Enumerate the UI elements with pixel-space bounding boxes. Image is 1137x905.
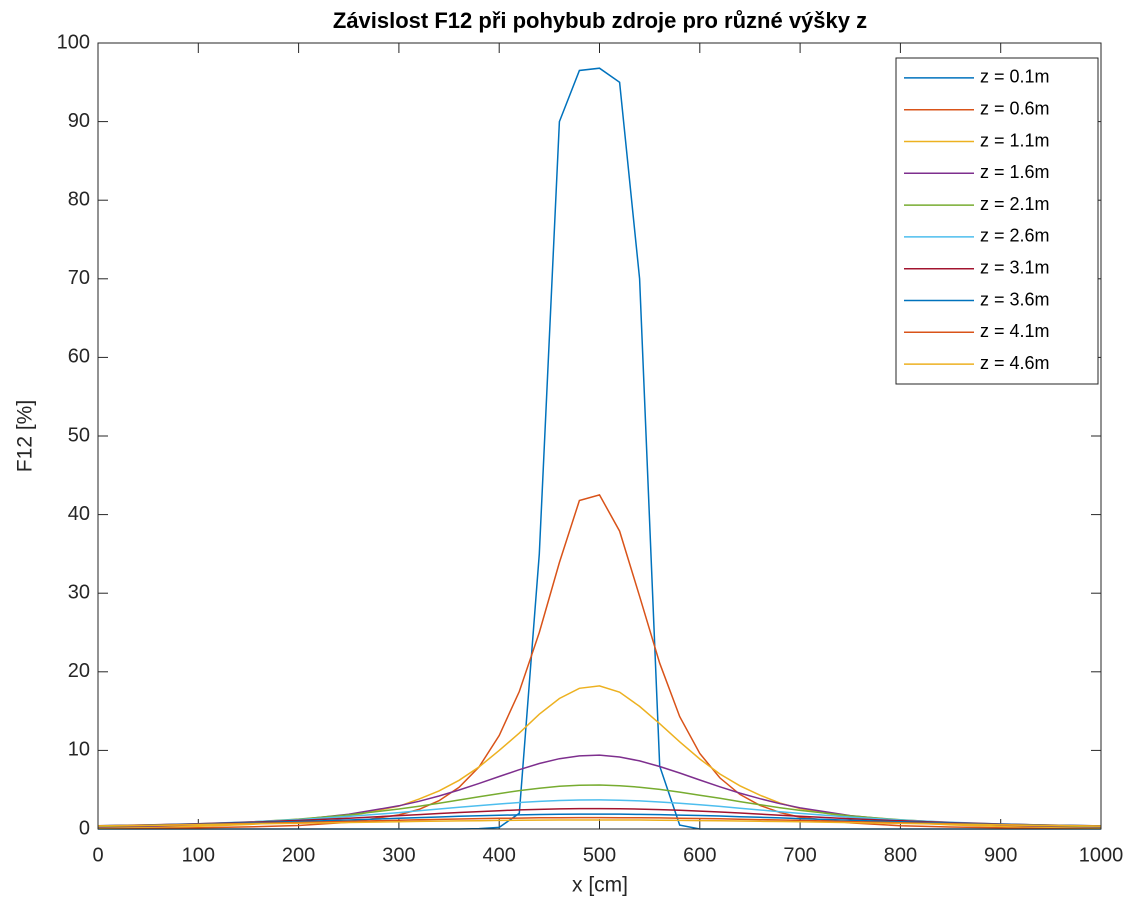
x-tick-label: 700: [783, 844, 816, 866]
x-tick-label: 900: [984, 844, 1017, 866]
x-tick-label: 500: [583, 844, 616, 866]
series-line: [97, 819, 1102, 827]
legend-label: z = 4.6m: [980, 353, 1050, 373]
x-tick-label: 600: [683, 844, 716, 866]
y-tick-label: 0: [79, 817, 90, 839]
series-line: [97, 807, 1102, 827]
series-line: [97, 816, 1102, 827]
series-line: [97, 813, 1102, 827]
y-tick-label: 80: [68, 188, 90, 210]
x-tick-label: 100: [182, 844, 215, 866]
plot-frame: [97, 42, 1102, 830]
y-tick-label: 50: [68, 424, 90, 446]
legend-label: z = 2.1m: [980, 194, 1050, 214]
y-tick-label: 10: [68, 739, 90, 761]
x-tick-label: 200: [282, 844, 315, 866]
y-tick-label: 20: [68, 660, 90, 682]
y-tick-label: 100: [57, 31, 90, 53]
y-tick-label: 30: [68, 581, 90, 603]
series-line: [97, 784, 1102, 828]
y-tick-label: 60: [68, 346, 90, 368]
legend-label: z = 0.1m: [980, 67, 1050, 87]
x-axis-label: x [cm]: [572, 874, 628, 897]
y-tick-label: 40: [68, 503, 90, 525]
y-tick-label: 90: [68, 110, 90, 132]
x-tick-label: 0: [92, 844, 103, 866]
legend-label: z = 1.6m: [980, 162, 1050, 182]
legend-box: [895, 57, 1099, 385]
series-line: [97, 799, 1102, 827]
series-line: [97, 685, 1102, 829]
y-axis-label: F12 [%]: [14, 400, 37, 472]
legend-label: z = 3.6m: [980, 289, 1050, 309]
series-line: [97, 494, 1102, 830]
series-line: [97, 754, 1102, 828]
legend-label: z = 4.1m: [980, 321, 1050, 341]
chart-title: Závislost F12 při pohybub zdroje pro růz…: [333, 8, 867, 33]
x-tick-label: 400: [483, 844, 516, 866]
legend-label: z = 1.1m: [980, 130, 1050, 150]
x-tick-label: 800: [884, 844, 917, 866]
x-tick-label: 1000: [1079, 844, 1124, 866]
x-tick-label: 300: [382, 844, 415, 866]
legend-label: z = 0.6m: [980, 98, 1050, 118]
y-tick-label: 70: [68, 267, 90, 289]
legend-label: z = 2.6m: [980, 226, 1050, 246]
legend-label: z = 3.1m: [980, 257, 1050, 277]
